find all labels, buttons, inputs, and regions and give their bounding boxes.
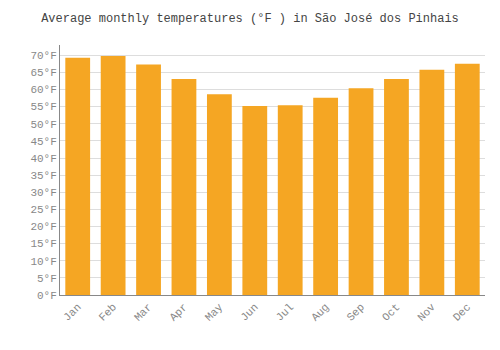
svg-text:Nov: Nov	[415, 301, 438, 324]
svg-text:45°F: 45°F	[30, 136, 56, 148]
svg-text:Apr: Apr	[167, 301, 189, 323]
svg-text:35°F: 35°F	[30, 170, 56, 182]
svg-text:55°F: 55°F	[30, 101, 56, 113]
svg-text:5°F: 5°F	[37, 273, 57, 285]
svg-text:70°F: 70°F	[30, 50, 56, 62]
svg-text:Jan: Jan	[61, 301, 83, 323]
svg-text:40°F: 40°F	[30, 153, 56, 165]
svg-text:Feb: Feb	[97, 301, 119, 323]
svg-text:Average monthly temperatures (: Average monthly temperatures (°F ) in Sã…	[41, 12, 459, 26]
svg-text:Jul: Jul	[274, 301, 296, 323]
svg-text:Sep: Sep	[345, 301, 367, 323]
svg-text:25°F: 25°F	[30, 204, 56, 216]
svg-text:Dec: Dec	[451, 301, 473, 323]
svg-text:10°F: 10°F	[30, 256, 56, 268]
svg-text:50°F: 50°F	[30, 119, 56, 131]
svg-text:30°F: 30°F	[30, 187, 56, 199]
svg-text:0°F: 0°F	[37, 290, 57, 302]
svg-text:65°F: 65°F	[30, 67, 56, 79]
svg-text:60°F: 60°F	[30, 84, 56, 96]
svg-text:May: May	[203, 301, 226, 324]
svg-text:Oct: Oct	[380, 301, 402, 323]
svg-text:Mar: Mar	[132, 301, 154, 323]
svg-text:20°F: 20°F	[30, 221, 56, 233]
svg-text:Aug: Aug	[309, 301, 331, 323]
svg-text:Jun: Jun	[238, 301, 260, 323]
svg-text:15°F: 15°F	[30, 238, 56, 250]
